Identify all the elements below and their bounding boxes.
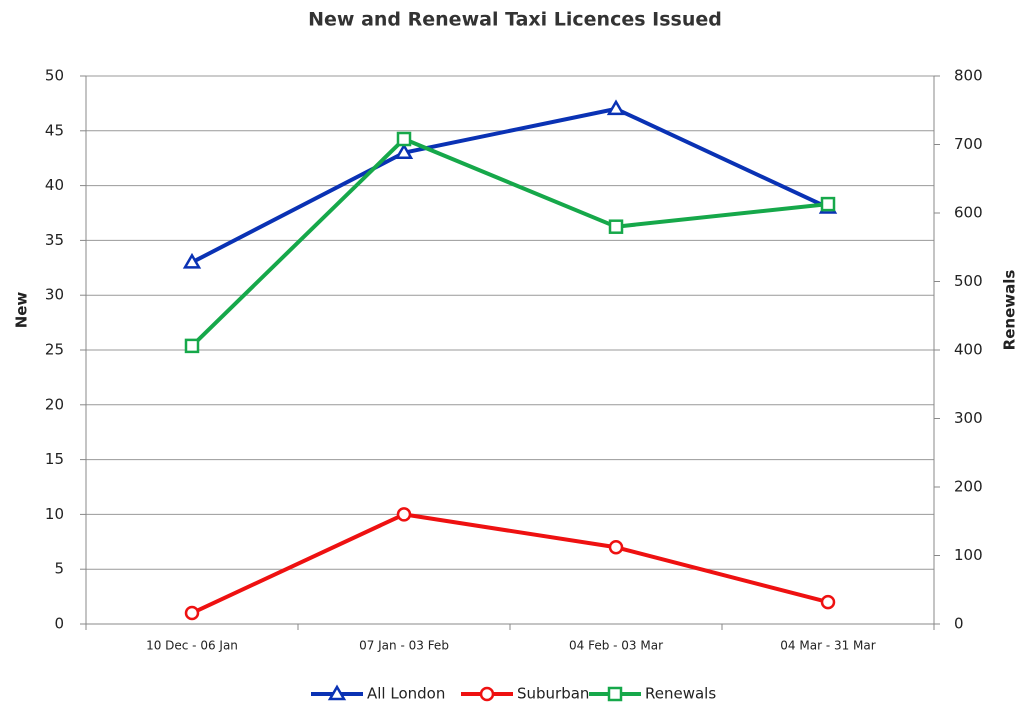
series-line: [191, 106, 829, 265]
legend-label: Suburban: [517, 685, 589, 703]
x-tick-label: 04 Mar - 31 Mar: [780, 639, 875, 653]
y-tick-label: 15: [45, 450, 64, 468]
point-marker: [394, 143, 414, 159]
point-marker: [396, 131, 412, 147]
series-line: [191, 512, 829, 615]
y2-tick-label: 500: [954, 272, 983, 290]
y-tick-label: 45: [45, 121, 64, 139]
y2-tick-label: 0: [954, 615, 964, 633]
y-tick-label: 0: [54, 615, 64, 633]
y2-axis-label: Renewals: [1001, 270, 1019, 351]
y2-tick-label: 600: [954, 204, 983, 222]
x-tick-label: 10 Dec - 06 Jan: [146, 639, 238, 653]
y-tick-label: 10: [45, 505, 64, 523]
y-tick-label: 25: [45, 341, 64, 359]
point-marker: [184, 605, 200, 621]
point-marker: [182, 252, 202, 269]
y-tick-label: 30: [45, 286, 64, 304]
y-tick-label: 20: [45, 395, 64, 413]
point-marker: [184, 338, 200, 354]
legend-label: Renewals: [645, 685, 716, 703]
point-marker: [396, 507, 412, 522]
point-marker: [606, 99, 626, 116]
y2-tick-label: 400: [954, 341, 983, 359]
y2-tick-label: 300: [954, 409, 983, 427]
y2-tick-label: 100: [954, 546, 983, 564]
y2-tick-label: 700: [954, 135, 983, 153]
point-marker: [820, 196, 836, 212]
point-marker: [608, 219, 624, 234]
legend-marker: [607, 686, 623, 702]
y-tick-label: 50: [45, 67, 64, 85]
x-tick-label: 07 Jan - 03 Feb: [359, 639, 449, 653]
x-tick-label: 04 Feb - 03 Mar: [569, 639, 663, 653]
y2-tick-label: 200: [954, 478, 983, 496]
y-tick-label: 5: [54, 560, 64, 578]
legend-label: All London: [367, 685, 445, 703]
legend-marker: [479, 686, 495, 702]
y-axis-label: New: [13, 292, 31, 329]
chart-title: New and Renewal Taxi Licences Issued: [308, 9, 722, 31]
series-line: [190, 137, 829, 348]
y-tick-label: 40: [45, 176, 64, 194]
y-tick-label: 35: [45, 231, 64, 249]
y2-tick-label: 800: [954, 67, 983, 85]
point-marker: [608, 540, 624, 555]
point-marker: [820, 594, 836, 610]
legend-marker: [327, 684, 347, 701]
